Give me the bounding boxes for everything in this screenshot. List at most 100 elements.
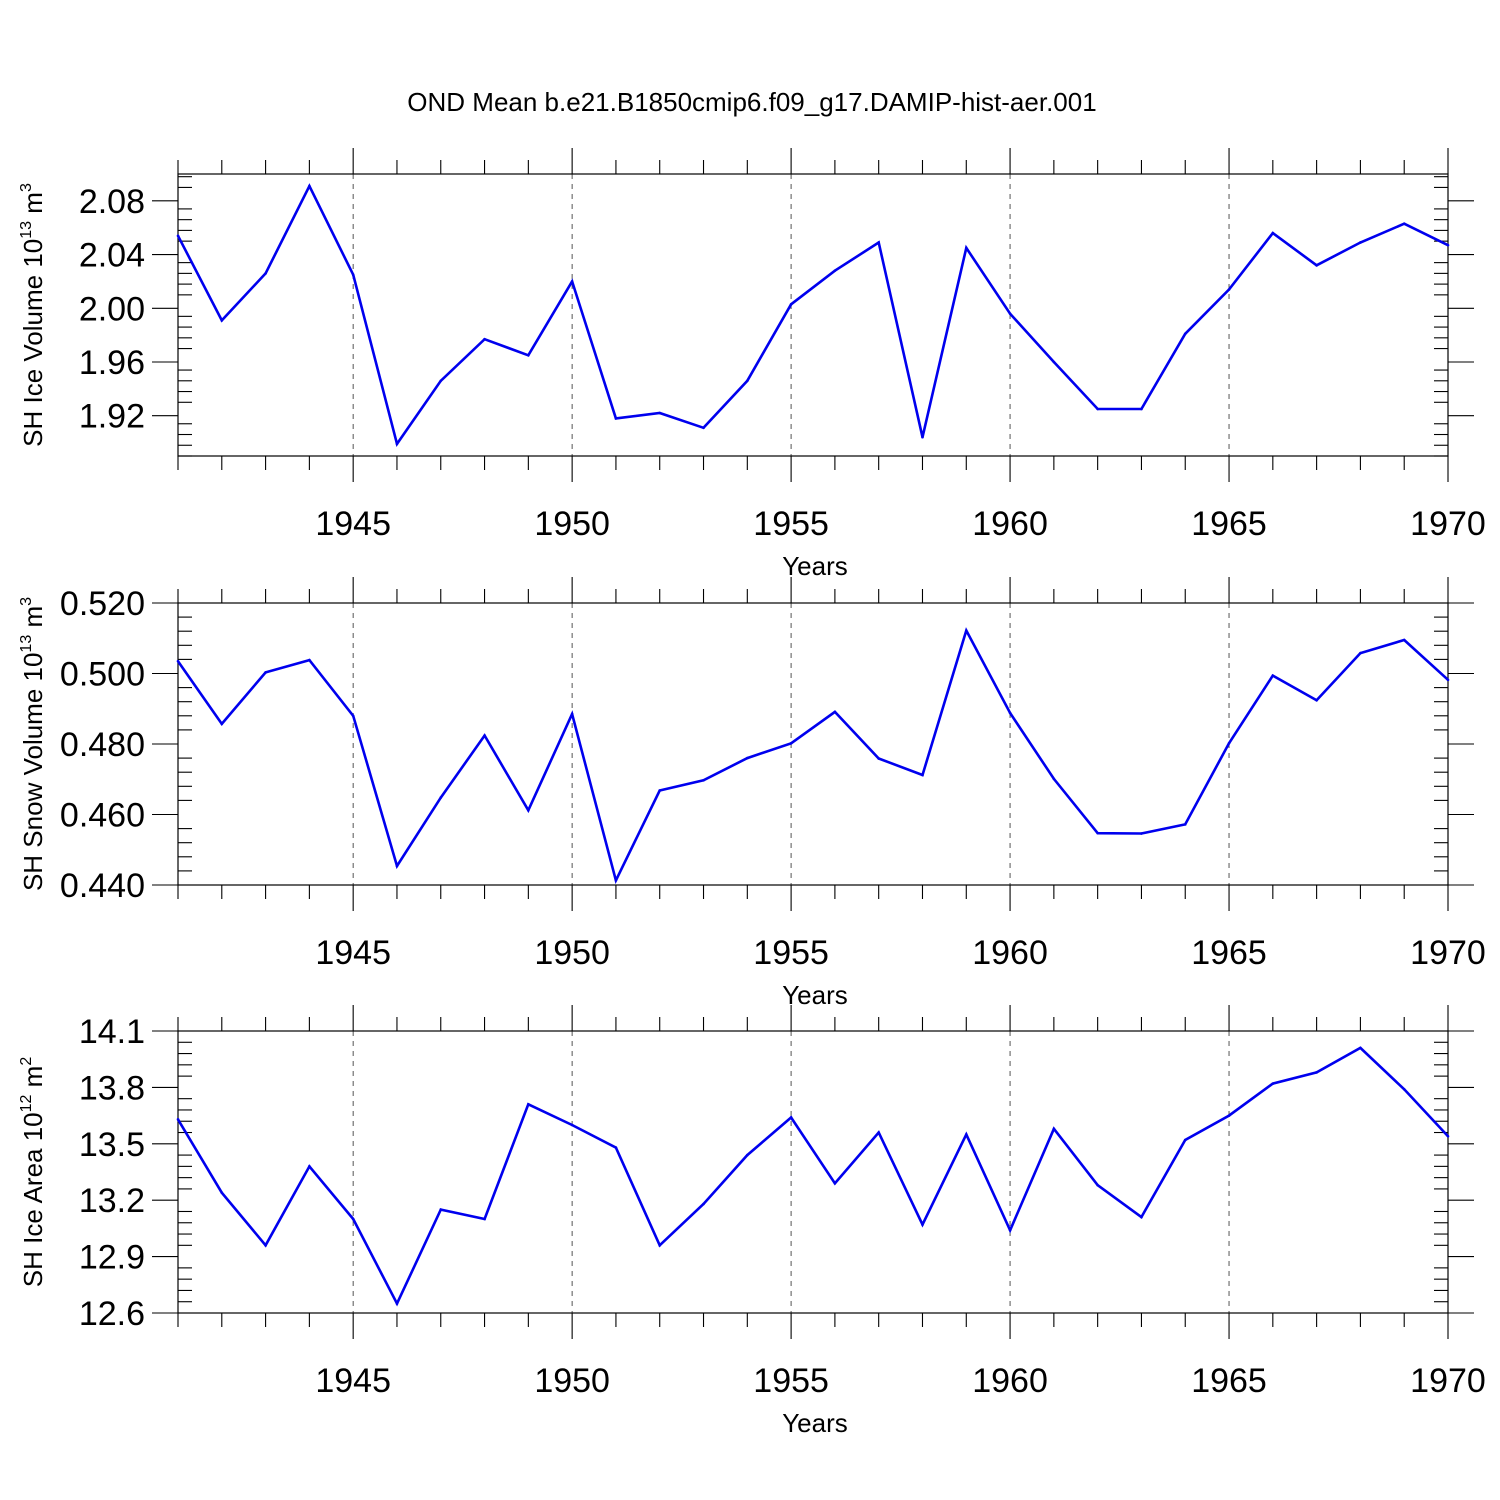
data-point-1951	[614, 1146, 618, 1149]
x-tick-label: 1960	[972, 505, 1048, 543]
y-tick-label: 14.1	[79, 1013, 145, 1051]
y-tick-label: 0.500	[60, 656, 145, 694]
data-point-1947	[439, 796, 443, 799]
y-tick-label: 13.5	[79, 1126, 145, 1164]
data-point-1952	[658, 789, 662, 792]
data-point-1959	[964, 629, 968, 632]
data-point-1957	[877, 757, 880, 760]
x-tick-label: 1950	[534, 934, 610, 972]
data-point-1956	[833, 1181, 837, 1185]
data-point-1957	[877, 1131, 880, 1134]
data-point-1952	[658, 1244, 662, 1247]
data-point-1943	[264, 671, 267, 674]
data-point-1962	[1096, 831, 1099, 835]
y-tick-label: 12.6	[79, 1295, 145, 1333]
data-point-1964	[1183, 332, 1187, 336]
x-tick-label: 1955	[753, 1362, 829, 1400]
data-point-1948	[483, 734, 486, 737]
data-point-1946	[395, 442, 399, 446]
data-point-1961	[1052, 360, 1056, 364]
x-tick-label: 1965	[1191, 934, 1267, 972]
data-point-1954	[746, 1153, 749, 1157]
y-axis-label: SH Ice Area 1012 m2	[18, 1057, 48, 1288]
data-point-1947	[439, 379, 443, 383]
x-tick-label: 1970	[1410, 1362, 1486, 1400]
data-point-1968	[1359, 651, 1362, 655]
y-axis-label: SH Snow Volume 1013 m3	[18, 597, 48, 891]
y-tick-label: 13.8	[79, 1069, 145, 1107]
data-point-1951	[614, 417, 618, 420]
x-tick-label: 1945	[315, 505, 391, 543]
y-tick-label: 2.00	[79, 290, 145, 328]
series-line	[176, 627, 1449, 885]
data-point-1944	[308, 1165, 311, 1168]
data-point-1941	[176, 659, 180, 663]
data-point-1967	[1315, 1071, 1318, 1074]
data-point-1967	[1315, 698, 1318, 702]
y-tick-label: 0.480	[60, 726, 145, 764]
data-point-1963	[1140, 1215, 1143, 1219]
y-tick-label: 0.440	[60, 867, 145, 905]
y-tick-label: 1.92	[79, 398, 145, 436]
data-point-1967	[1315, 264, 1318, 267]
y-tick-label: 2.08	[79, 183, 145, 221]
data-point-1945	[351, 273, 355, 277]
data-point-1954	[746, 756, 749, 760]
data-point-1950	[570, 280, 574, 283]
y-tick-label: 2.04	[79, 237, 145, 275]
data-point-1944	[308, 658, 311, 662]
data-point-1962	[1096, 407, 1099, 411]
y-tick-label: 13.2	[79, 1182, 145, 1220]
data-point-1968	[1359, 241, 1362, 244]
y-tick-label: 0.460	[60, 797, 145, 835]
data-point-1949	[527, 353, 530, 357]
data-point-1949	[527, 1103, 530, 1106]
panel-3: 12.6 12.9 13.2 13.5 13.8 14.1 1945 1950 1955 1960…	[18, 1005, 1486, 1438]
data-point-1944	[308, 184, 311, 188]
data-point-1960	[1008, 312, 1012, 315]
x-axis-label: Years	[782, 1408, 848, 1438]
data-point-1965	[1227, 288, 1231, 291]
data-point-1968	[1359, 1046, 1362, 1050]
data-point-1964	[1183, 1138, 1187, 1142]
data-point-1958	[921, 435, 924, 439]
data-point-1969	[1402, 1087, 1406, 1091]
data-point-1955	[789, 302, 793, 306]
data-point-1947	[439, 1208, 443, 1211]
y-tick-label: 12.9	[79, 1239, 145, 1277]
data-point-1956	[833, 269, 837, 272]
data-point-1946	[395, 864, 399, 868]
data-point-1966	[1271, 1082, 1275, 1085]
x-tick-label: 1955	[753, 934, 829, 972]
data-point-1970	[1446, 1134, 1450, 1138]
data-point-1943	[264, 1244, 267, 1247]
data-point-1969	[1402, 222, 1406, 225]
data-point-1945	[351, 714, 355, 718]
x-tick-label: 1960	[972, 1362, 1048, 1400]
data-point-1941	[176, 234, 180, 238]
data-point-1963	[1140, 407, 1143, 411]
data-point-1959	[964, 1133, 968, 1136]
data-point-1958	[921, 773, 924, 777]
x-tick-label: 1955	[753, 505, 829, 543]
data-point-1955	[789, 741, 793, 745]
x-tick-label: 1965	[1191, 505, 1267, 543]
data-point-1953	[702, 1202, 705, 1206]
data-point-1966	[1271, 674, 1275, 677]
y-tick-label: 0.520	[60, 585, 145, 623]
plot-frame	[177, 602, 1449, 886]
data-point-1955	[789, 1116, 793, 1119]
data-point-1965	[1227, 741, 1231, 745]
x-tick-label: 1970	[1410, 934, 1486, 972]
x-axis-label: Years	[782, 551, 848, 581]
x-tick-label: 1965	[1191, 1362, 1267, 1400]
data-point-1965	[1227, 1114, 1231, 1117]
x-tick-label: 1960	[972, 934, 1048, 972]
data-point-1960	[1008, 1228, 1012, 1232]
x-tick-label: 1950	[534, 505, 610, 543]
data-point-1962	[1096, 1183, 1099, 1187]
data-point-1963	[1140, 832, 1143, 835]
x-tick-label: 1950	[534, 1362, 610, 1400]
data-point-1942	[220, 1191, 224, 1194]
